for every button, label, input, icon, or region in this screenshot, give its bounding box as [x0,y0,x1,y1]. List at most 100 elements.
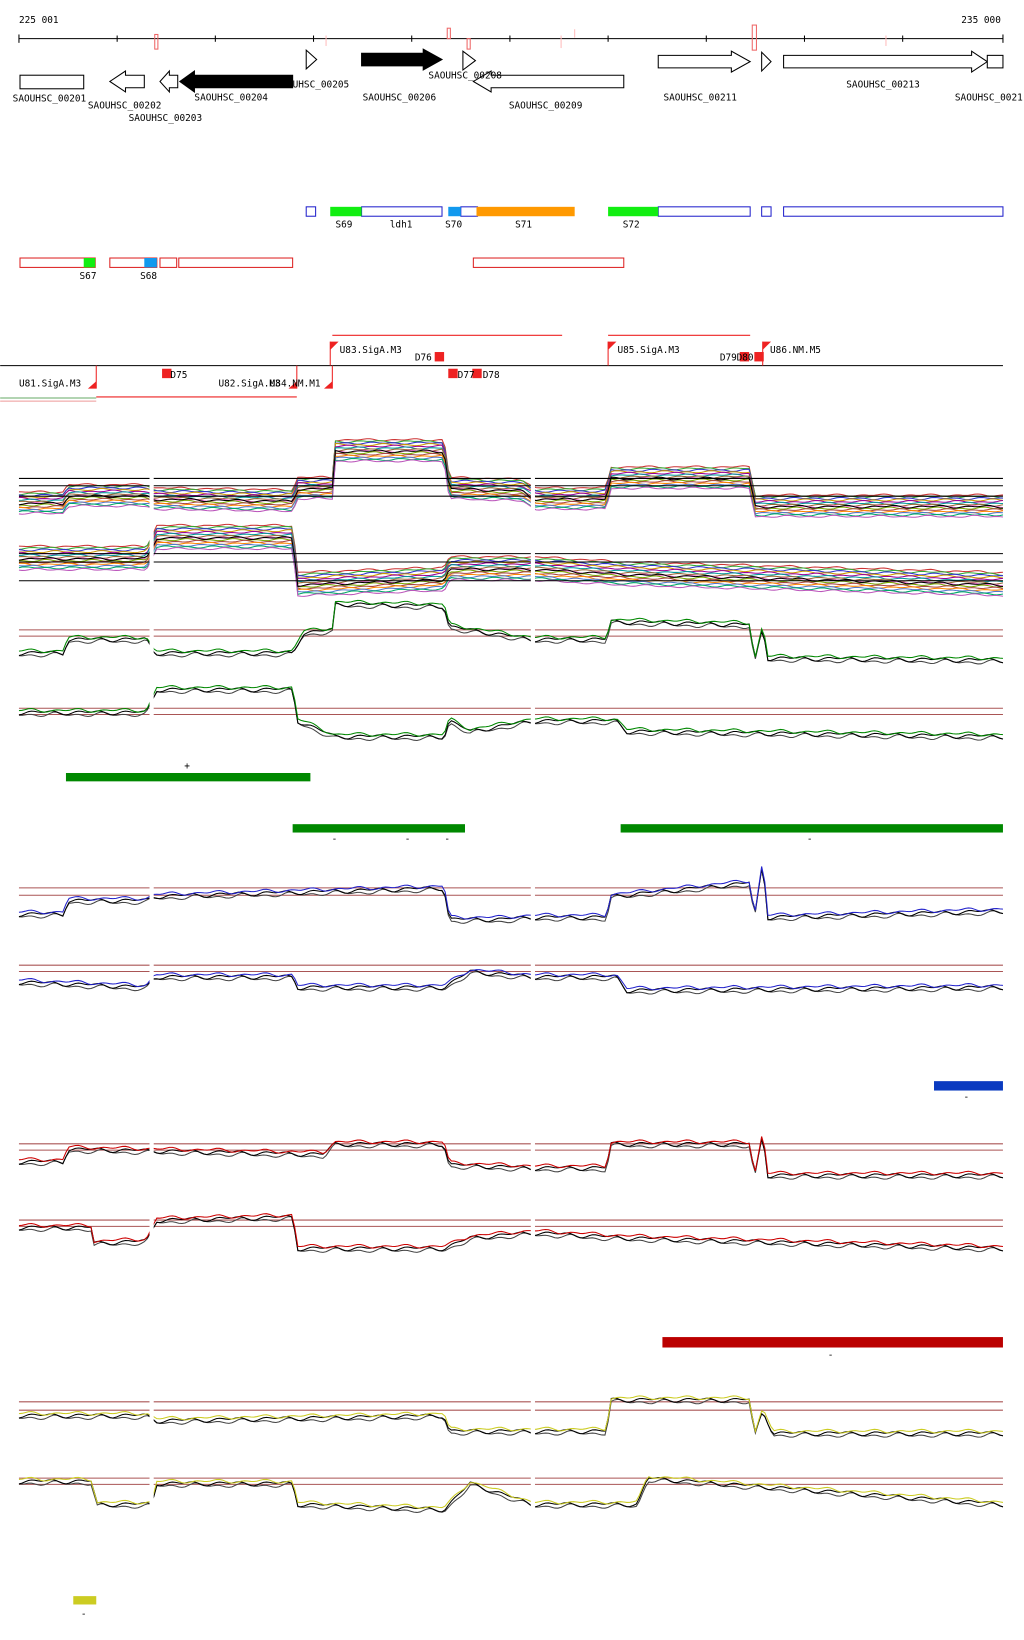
track-line [18,457,1004,517]
promoter-label: U86.NM.M5 [770,345,821,356]
track-line [18,866,1003,920]
feature-label: S67 [80,271,97,282]
ruler-end: 235 000 [961,15,1001,26]
gap [149,1117,154,1275]
track-line [18,529,1004,579]
track-line [18,1476,1004,1509]
ruler-ticks [18,34,1004,43]
strand-mark: + [184,761,190,772]
track-line [18,452,1004,512]
feature-label: S68 [140,271,157,282]
promoters: U83.SigA.M3 D76 U85.SigA.M3 D79 D80 U86.… [0,334,1003,402]
region-bars: + - - - - - - - [65,761,1003,1620]
feature-label: ldh1 [390,220,413,231]
track-line [18,438,1004,497]
strand-mark: - [405,834,411,845]
track-line [18,538,1003,588]
genes [19,48,1004,94]
track-line [18,599,1004,661]
promoter-label: U81.SigA.M3 [19,378,81,389]
gene-label: SAOUHSC_00211 [663,92,737,103]
track-line [18,969,1003,991]
track-line [18,525,1004,576]
ruler-marks [154,24,887,51]
track-line [18,541,1004,592]
gap [149,1384,154,1536]
strand-mark: - [807,834,813,845]
features: S69 ldh1 S70 S71 S72 S67 S68 [19,206,1004,282]
expression-tracks [18,438,1004,1536]
track-line [18,530,1004,581]
strand-mark: - [444,834,450,845]
track-line [18,1214,1004,1252]
gene-label: SAOUHSC_00206 [363,92,437,103]
strand-mark: - [964,1092,970,1103]
track-line [18,1478,1004,1513]
track-line [18,1138,1004,1180]
feature-label: S71 [515,220,532,231]
promoter-label: D80 [737,352,754,363]
strand-mark: - [828,1350,834,1361]
track-line [18,539,1004,590]
track-line [18,534,1004,585]
track-line [18,442,1004,502]
gene-label: UHSC_00205 [293,80,350,91]
track-line [18,1398,1004,1438]
track-line [18,449,1003,509]
track-line [18,687,1004,740]
gene-label: SAOUHSC_00202 [88,101,161,112]
track-line [18,1136,1004,1176]
track-line [18,545,1004,596]
gene-label: SAOUHSC_00204 [194,92,268,103]
track-line [18,868,1004,924]
promoter-label: D79 [720,352,737,363]
track-line [18,440,1004,499]
promoter-label: U84.NM.M1 [270,378,321,389]
track-line [18,971,1004,995]
ruler: 225 001 235 000 [18,15,1004,51]
track-line [18,602,1004,665]
track-line [18,448,1004,507]
track-line [18,688,1004,742]
track-line [18,1395,1004,1434]
track-line [18,459,1004,518]
gene-label: SAOUHSC_00209 [509,101,583,112]
promoter-label: U83.SigA.M3 [340,345,402,356]
gap [530,846,535,1003]
ruler-start: 225 001 [19,15,59,26]
track-line [18,543,1004,594]
gap [530,1117,535,1275]
track-line [18,601,1004,664]
track-line [18,451,1004,510]
track-line [18,1216,1004,1253]
promoter-label: U85.SigA.M3 [618,345,680,356]
track-line [18,454,1004,514]
gene-label: SAOUHSC_0021 [955,92,1023,103]
track-line [18,523,1003,574]
track-line [18,1476,1004,1513]
track-line [18,456,1003,515]
gene-label: SAOUHSC_00208 [428,70,502,81]
gap [149,846,154,1003]
strand-mark: - [81,1609,87,1620]
track-line [18,527,1003,578]
feature-label: S72 [623,220,640,231]
promoter-label: D78 [483,370,500,381]
track-line [18,547,1004,597]
gene-label: SAOUHSC_00203 [129,113,203,124]
gene-label: SAOUHSC_00201 [13,93,87,104]
track-line [18,441,1003,501]
promoter-label: D75 [170,370,187,381]
promoter-label: D77 [458,370,475,381]
gap [530,1384,535,1536]
promoter-label: D76 [415,352,432,363]
gap [530,438,535,753]
strand-mark: - [332,834,338,845]
gene-labels: SAOUHSC_00201 SAOUHSC_00202 SAOUHSC_0020… [13,70,1023,124]
feature-label: S69 [335,220,352,231]
promoter-label: U82.SigA.M3 [218,378,280,389]
track-line [18,1213,1004,1249]
feature-label: S70 [445,220,462,231]
track-line [18,1139,1004,1179]
